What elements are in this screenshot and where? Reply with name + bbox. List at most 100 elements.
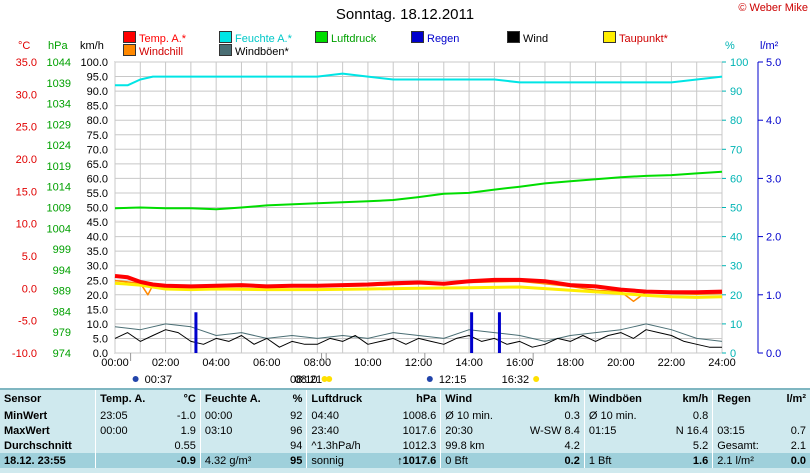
legend-item: Temp. A.* <box>123 31 186 45</box>
wind-tick-label: 45.0 <box>87 217 108 229</box>
x-tick-label: 20:00 <box>607 357 635 369</box>
hum-tick-label: 70 <box>730 144 742 156</box>
rain-tick-label: 3.0 <box>766 173 781 185</box>
x-tick-label: 02:00 <box>152 357 180 369</box>
temp-unit-label: °C <box>18 40 31 52</box>
x-tick-label: 04:00 <box>202 357 230 369</box>
stats-cell: Gesamt: <box>712 438 776 453</box>
moonset-label: 00:37 <box>145 374 173 386</box>
wind-tick-label: 40.0 <box>87 232 108 244</box>
stats-cell <box>775 408 810 423</box>
series-line-pressure <box>114 170 723 211</box>
rain-unit-label: l/m² <box>760 40 779 52</box>
x-tick-label: 22:00 <box>658 357 686 369</box>
series-line-wind <box>114 329 722 348</box>
press-tick-label: 994 <box>53 265 71 277</box>
weather-chart: 35.0 30.0 25.0 20.0 15.0 10.0 5.0 0.0 -5.0 -10.0 1… <box>12 57 781 386</box>
legend-item: Regen <box>411 31 459 45</box>
press-tick-label: 1044 <box>47 57 71 69</box>
stats-cell: 0.0 <box>775 453 810 468</box>
sun-moon-icon <box>132 376 139 382</box>
x-tick-label: 18:00 <box>556 357 584 369</box>
temp-tick-label: -10.0 <box>12 348 37 360</box>
stats-cell: 0.3 <box>564 409 580 422</box>
stats-cell <box>583 438 662 453</box>
x-tick-label: 14:00 <box>455 357 483 369</box>
stats-cell: 23:40 <box>306 423 382 438</box>
legend-swatch <box>219 44 232 56</box>
wind-tick-label: 60.0 <box>87 173 108 185</box>
wind-tick-label: 55.0 <box>87 188 108 200</box>
sun-moon-icon <box>533 376 540 382</box>
x-tick-label: 00:00 <box>101 357 129 369</box>
stats-cell: 99.8 km <box>440 438 512 453</box>
wind-tick-label: 80.0 <box>87 115 108 127</box>
temp-tick-label: 25.0 <box>16 122 37 134</box>
stats-cell: W-SW 8.4 <box>529 424 580 437</box>
moonrise-label: 12:15 <box>439 374 467 386</box>
temp-tick-label: 35.0 <box>16 57 37 69</box>
wind-tick-label: 75.0 <box>87 130 108 142</box>
x-tick-label: 08:00 <box>304 357 332 369</box>
wind-tick-label: 10.0 <box>87 319 108 331</box>
stats-cell: 1.9 <box>180 424 196 437</box>
temp-tick-label: 30.0 <box>16 89 37 101</box>
legend-item: Windchill <box>123 44 183 58</box>
rain-tick-label: 0.0 <box>766 348 781 360</box>
stats-cell: 2.1 l/m² <box>712 453 776 468</box>
stats-header: l/m² <box>786 393 806 405</box>
series-line-dewpoint <box>114 281 723 299</box>
stats-cell: 0.7 <box>790 424 806 437</box>
wind-tick-label: 70.0 <box>87 144 108 156</box>
sunset-label: 16:32 <box>502 374 530 386</box>
legend-item: Windböen* <box>219 44 289 58</box>
legend-swatch <box>123 31 136 43</box>
wind-tick-label: 90.0 <box>87 86 108 98</box>
wind-unit-label: km/h <box>80 40 104 52</box>
stats-header: °C <box>183 393 196 405</box>
stats-cell: -1.0 <box>176 409 196 422</box>
stats-cell: 03:15 <box>712 423 776 438</box>
sunrise-label: 08:10 <box>290 374 318 386</box>
stats-cell: Ø 10 min. <box>583 408 662 423</box>
rain-tick-label: 2.0 <box>766 232 781 244</box>
wind-tick-label: 100.0 <box>80 57 108 69</box>
press-tick-label: 1024 <box>47 140 71 152</box>
stats-cell: 5.2 <box>692 439 709 452</box>
moon-peak-label: 08:21 <box>295 374 323 386</box>
x-tick-label: 06:00 <box>253 357 281 369</box>
credit-link[interactable]: © Weber Mike <box>738 2 808 14</box>
legend-swatch <box>603 31 616 43</box>
stats-cell: 0.55 <box>174 439 196 452</box>
legend-label: Taupunkt* <box>619 33 668 45</box>
legend-item: Luftdruck <box>315 31 376 45</box>
stats-cell: 1.6 <box>661 453 713 468</box>
stats-cell: 4.32 g/m³ <box>199 453 281 468</box>
legend-swatch <box>315 31 328 43</box>
hum-tick-label: 60 <box>730 173 742 185</box>
press-tick-label: 1009 <box>47 203 71 215</box>
stats-header: Temp. A. <box>95 390 163 408</box>
x-tick-label: 24:00 <box>708 357 736 369</box>
hum-tick-label: 10 <box>730 319 742 331</box>
hum-unit-label: % <box>725 40 735 52</box>
wind-tick-label: 20.0 <box>87 290 108 302</box>
stats-cell: -0.9 <box>162 453 201 468</box>
temp-tick-label: 15.0 <box>16 186 37 198</box>
stats-cell: 1 Bft <box>583 453 662 468</box>
stats-cell: ^1.3hPa/h <box>306 438 382 453</box>
series-line-gusts <box>114 323 723 342</box>
press-tick-label: 1019 <box>47 161 71 173</box>
stats-cell: 03:10 <box>199 423 281 438</box>
legend-item: Wind <box>507 31 548 45</box>
x-tick-label: 12:00 <box>405 357 433 369</box>
wind-tick-label: 25.0 <box>87 275 108 287</box>
stats-cell: 4.2 <box>564 439 580 452</box>
temp-tick-label: 20.0 <box>16 154 37 166</box>
press-tick-label: 1004 <box>47 223 71 235</box>
stats-cell: 2.1 <box>790 439 806 452</box>
hum-tick-label: 30 <box>730 261 742 273</box>
stats-cell: 0.2 <box>511 453 585 468</box>
legend-label: Regen <box>427 33 460 45</box>
wind-tick-label: 65.0 <box>87 159 108 171</box>
